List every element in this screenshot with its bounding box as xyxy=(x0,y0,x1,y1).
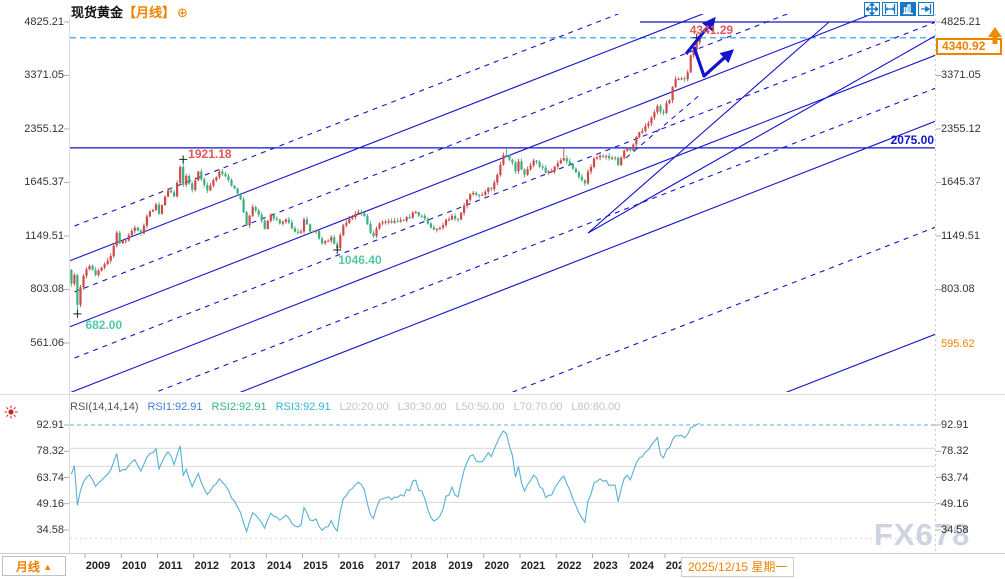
year-label: 2015 xyxy=(303,560,328,572)
year-label: 2016 xyxy=(339,560,364,572)
price-tick-label: 4825.21 xyxy=(24,15,64,28)
rsi-header-item: RSI1:92.91 xyxy=(147,401,203,413)
year-label: 2020 xyxy=(484,560,509,572)
current-price-box: 4340.92 xyxy=(936,38,1002,55)
period-dropdown-arrow: ▲ xyxy=(43,562,53,572)
watermark: FX678 xyxy=(874,517,971,552)
year-label: 2017 xyxy=(375,560,401,572)
rsi-tick-label: 49.16 xyxy=(36,497,64,510)
year-label: 2010 xyxy=(122,560,147,572)
rsi-tick-label: 78.32 xyxy=(941,445,969,458)
rsi-tick-label: 78.32 xyxy=(36,445,64,458)
rsi-indicator-header[interactable]: RSI(14,14,14) RSI1:92.91 RSI2:92.91 RSI3:92… xyxy=(70,401,629,413)
price-up-arrow-icon xyxy=(986,26,1004,55)
year-label: 2012 xyxy=(194,560,219,572)
price-tick-label: 1149.51 xyxy=(941,229,980,242)
support-line-label: 2075.00 xyxy=(890,133,934,147)
year-label: 2011 xyxy=(158,560,183,572)
extreme-label-1921.18: 1921.18 xyxy=(188,147,232,162)
rsi-header-item: L20:20.00 xyxy=(339,401,389,413)
extreme-label-4341.29: 4341.29 xyxy=(689,22,734,37)
rsi-tick-label: 34.58 xyxy=(941,523,969,536)
rsi-tick-label: 92.91 xyxy=(36,419,64,431)
rsi-header-item: L30:30.00 xyxy=(397,401,447,413)
rsi-header-item: RSI(14,14,14) xyxy=(70,401,139,413)
price-tick-label: 2355.12 xyxy=(941,122,981,135)
timeframe-tag: 【月线】 xyxy=(123,5,176,20)
year-label: 2018 xyxy=(412,560,437,572)
cursor-date-label: 2025/12/15 星期一 xyxy=(681,557,795,577)
price-tick-label: 803.08 xyxy=(30,283,64,296)
fit-price-axis-icon[interactable] xyxy=(900,2,916,16)
rsi-tick-label: 49.16 xyxy=(941,497,969,510)
add-indicator-icon[interactable]: ⊕ xyxy=(177,5,188,20)
period-selector-button[interactable]: 月线 ▲ xyxy=(2,556,66,576)
year-label: 2019 xyxy=(448,560,473,572)
year-label: 2024 xyxy=(629,560,654,572)
rsi-header-item: RSI2:92.91 xyxy=(211,401,267,413)
extreme-label-682.00: 682.00 xyxy=(85,317,123,332)
year-label: 2013 xyxy=(230,560,256,572)
pan-crosshair-icon[interactable] xyxy=(864,2,880,16)
indicator-settings-icon[interactable] xyxy=(3,404,19,425)
year-label: 2021 xyxy=(520,560,546,572)
price-tick-label: 561.06 xyxy=(30,336,64,349)
price-tick-label: 3371.05 xyxy=(24,69,64,82)
rsi-header-item: L70:70.00 xyxy=(513,401,563,413)
chart-title: 现货黄金【月线】 ⊕ xyxy=(71,2,188,21)
rsi-header-item: L50:50.00 xyxy=(455,401,505,413)
symbol-name: 现货黄金 xyxy=(71,5,124,20)
fit-time-axis-icon[interactable] xyxy=(882,2,898,16)
price-tick-label: 1645.37 xyxy=(24,176,64,189)
year-label: 2022 xyxy=(557,560,582,572)
extreme-label-1046.40: 1046.40 xyxy=(338,253,382,267)
year-label: 2014 xyxy=(267,560,292,572)
price-tick-label: 4825.21 xyxy=(941,15,981,28)
channel-edge-label: 595.62 xyxy=(941,338,975,350)
year-label: 2023 xyxy=(593,560,618,572)
rsi-header-item: RSI3:92.91 xyxy=(275,401,331,413)
rsi-tick-label: 34.58 xyxy=(36,523,64,536)
price-tick-label: 2355.12 xyxy=(24,122,64,135)
rsi-tick-label: 63.74 xyxy=(36,471,64,484)
period-label: 月线 xyxy=(15,560,40,574)
go-to-latest-icon[interactable] xyxy=(918,2,934,16)
price-tick-label: 3371.05 xyxy=(941,69,981,82)
price-tick-label: 803.08 xyxy=(941,283,975,296)
price-tick-label: 1645.37 xyxy=(941,176,981,189)
rsi-tick-label: 63.74 xyxy=(941,471,969,484)
rsi-tick-label: 92.91 xyxy=(941,419,969,431)
chart-toolbar xyxy=(864,2,934,16)
rsi-header-item: L80:80.00 xyxy=(571,401,621,413)
price-tick-label: 1149.51 xyxy=(25,229,64,242)
year-label: 2009 xyxy=(85,560,111,572)
